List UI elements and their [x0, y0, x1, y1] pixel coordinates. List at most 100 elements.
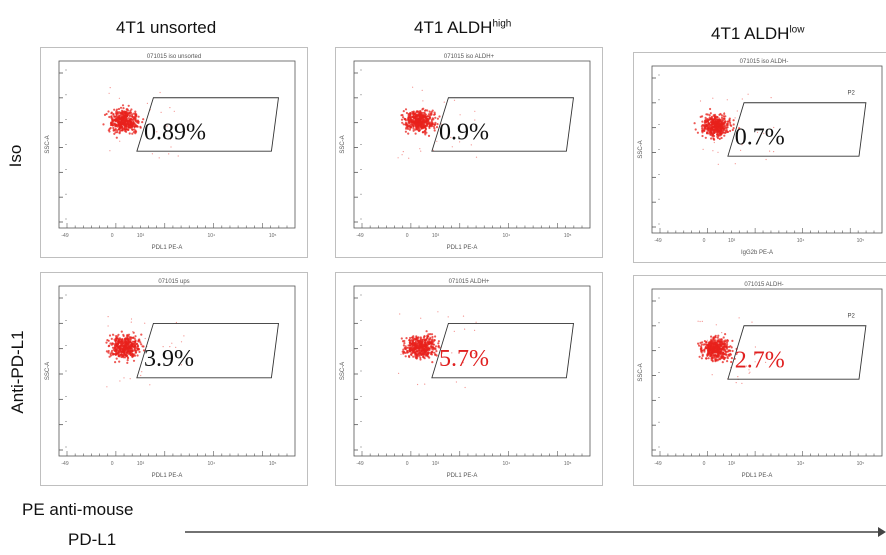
event-point	[402, 344, 405, 347]
plot-panel-anti-aldh-high: 071015 ALDH+ SSC-A PDL1 PE-A -49 0 10³ 10⁴ 10⁵ 5…	[335, 272, 603, 486]
event-point	[716, 344, 718, 346]
event-point	[701, 134, 704, 138]
gate-name: P2	[848, 313, 856, 319]
event-point	[459, 141, 461, 143]
sample-name: 071015 iso ALDH+	[444, 54, 495, 60]
event-point	[709, 125, 712, 128]
event-point	[715, 127, 718, 131]
event-point	[414, 338, 417, 341]
event-point	[415, 126, 418, 129]
plot-frame	[651, 288, 883, 457]
event-point	[400, 118, 404, 121]
event-point	[427, 342, 429, 344]
event-point	[732, 119, 735, 122]
event-point	[709, 118, 712, 121]
event-point	[122, 333, 125, 336]
event-point	[430, 333, 434, 336]
event-point	[433, 113, 436, 116]
plot-frame	[651, 65, 883, 234]
event-point	[719, 112, 722, 116]
event-point	[159, 91, 161, 94]
gate-name: P2	[848, 90, 856, 96]
plot-panel-iso-unsorted: 071015 iso unsorted SSC-A PDL1 PE-A -49 0 10³…	[40, 47, 308, 258]
column-title-aldh-low: 4T1 ALDHlow	[711, 24, 805, 43]
event-point	[127, 109, 130, 112]
event-point	[769, 150, 771, 152]
event-point	[120, 350, 123, 353]
event-point	[723, 112, 726, 115]
event-point	[402, 151, 404, 153]
event-point	[105, 350, 108, 353]
event-point	[729, 123, 732, 126]
event-point	[134, 117, 137, 120]
gate-polygon	[431, 97, 574, 152]
event-point	[404, 355, 407, 358]
event-point	[419, 337, 422, 340]
event-point	[426, 122, 429, 126]
event-point	[109, 150, 111, 152]
event-point	[426, 109, 429, 112]
event-point	[411, 351, 414, 354]
event-point	[114, 119, 117, 122]
event-point	[115, 110, 117, 112]
event-point	[115, 341, 118, 344]
event-point	[437, 342, 440, 345]
event-point	[398, 372, 400, 374]
event-point	[110, 115, 113, 118]
x-axis-label-line1: PE anti-mouse	[22, 500, 134, 519]
event-point	[130, 108, 133, 111]
event-point	[134, 351, 137, 354]
event-point	[408, 157, 410, 159]
event-point	[119, 342, 123, 345]
event-point	[132, 331, 134, 333]
event-point	[699, 320, 701, 323]
event-point	[139, 126, 142, 129]
event-point	[129, 378, 131, 380]
event-point	[180, 364, 182, 366]
event-point	[407, 132, 410, 135]
event-point	[421, 348, 423, 350]
event-point	[711, 348, 714, 351]
event-point	[712, 97, 714, 99]
event-point	[137, 115, 140, 118]
plot-panel-anti-unsorted: 071015 ups SSC-A PDL1 PE-A -49 0 10³ 10⁴ 10⁵ 3.9…	[40, 272, 308, 486]
event-point	[402, 110, 405, 113]
event-point	[113, 108, 116, 111]
event-point	[127, 333, 131, 336]
event-point	[719, 338, 723, 341]
event-point	[715, 354, 718, 357]
x-tick-label: 10³	[432, 461, 440, 467]
event-point	[429, 112, 432, 115]
event-point	[133, 125, 136, 129]
plot-frame	[58, 285, 296, 457]
event-point	[705, 343, 708, 346]
event-point	[414, 346, 417, 349]
x-tick-label: 0	[703, 238, 706, 244]
plot-panel-iso-aldh-low: 071015 iso ALDH- SSC-A IgG2b PE-A -49 0 10³ 10…	[633, 52, 886, 263]
gate-polygon	[136, 97, 279, 152]
event-point	[722, 340, 725, 343]
event-point	[425, 117, 428, 120]
event-point	[108, 92, 110, 94]
event-point	[114, 347, 117, 350]
event-point	[430, 121, 433, 124]
event-point	[126, 361, 129, 364]
x-tick-label: 10⁵	[564, 461, 572, 467]
event-point	[130, 121, 133, 124]
event-point	[435, 126, 439, 129]
event-point	[473, 352, 476, 355]
event-point	[427, 120, 430, 123]
event-point	[132, 122, 135, 125]
event-point	[128, 120, 131, 123]
event-point	[124, 343, 127, 346]
event-point	[129, 126, 132, 129]
gate-polygon	[727, 325, 867, 380]
scatter-plot-iso-aldh-low: 071015 iso ALDH- SSC-A IgG2b PE-A -49 0 10³ 10…	[638, 59, 883, 256]
event-point	[412, 344, 414, 346]
event-point	[131, 350, 134, 353]
event-point	[723, 112, 725, 114]
event-point	[162, 346, 164, 348]
event-point	[705, 340, 708, 344]
event-point	[417, 129, 421, 133]
event-point	[426, 335, 429, 338]
